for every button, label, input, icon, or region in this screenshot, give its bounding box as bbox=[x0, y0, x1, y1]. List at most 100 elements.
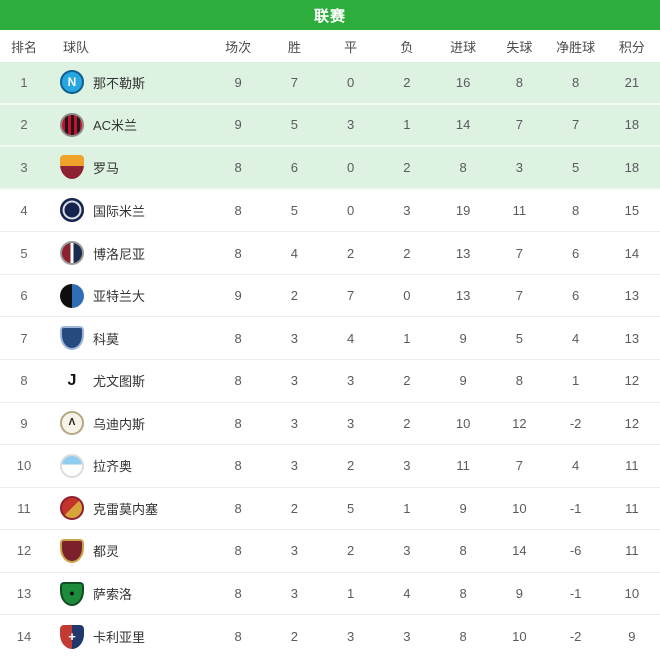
stat-gd: -1 bbox=[569, 586, 582, 602]
table-row[interactable]: 12 都灵 8 3 2 3 8 14 -6 11 bbox=[0, 530, 660, 573]
stat-played: 8 bbox=[234, 458, 242, 474]
stat-gf: 8 bbox=[459, 543, 467, 559]
team-cell: 科莫 bbox=[48, 326, 210, 351]
stat-gf: 11 bbox=[456, 458, 470, 474]
stat-gf: 19 bbox=[455, 202, 471, 218]
rank-value: 10 bbox=[16, 458, 32, 474]
stat-loss: 3 bbox=[403, 629, 411, 645]
ac-milan-badge-icon bbox=[60, 112, 84, 137]
stat-loss: 0 bbox=[403, 288, 411, 304]
team-name: 卡利亚里 bbox=[93, 630, 146, 646]
stat-pts: 13 bbox=[624, 330, 640, 346]
stat-gf: 8 bbox=[459, 586, 467, 602]
rank-value: 9 bbox=[20, 415, 28, 431]
stat-draw: 5 bbox=[347, 500, 355, 516]
stat-win: 3 bbox=[290, 415, 298, 431]
stat-played: 8 bbox=[234, 159, 242, 175]
rank-value: 12 bbox=[16, 543, 32, 559]
table-row[interactable]: 3 罗马 8 6 0 2 8 3 5 18 bbox=[0, 147, 660, 190]
stat-gd: -1 bbox=[569, 500, 582, 516]
stat-gd: 7 bbox=[572, 117, 580, 133]
standings-rows: 1 N 那不勒斯 9 7 0 2 16 8 8 21 2 AC米兰 9 5 3 1 14 7 7 18 3 罗马 8 6 0 2 8 3… bbox=[0, 62, 660, 658]
table-row[interactable]: 8 J 尤文图斯 8 3 3 2 9 8 1 12 bbox=[0, 359, 660, 403]
table-row[interactable]: 11 克雷莫内塞 8 2 5 1 9 10 -1 11 bbox=[0, 487, 660, 531]
cremonese-badge-icon bbox=[60, 496, 84, 521]
stat-ga: 8 bbox=[515, 373, 523, 389]
team-name: 国际米兰 bbox=[93, 203, 146, 219]
column-header-win: 胜 bbox=[287, 39, 301, 55]
juventus-badge-icon: J bbox=[60, 368, 84, 393]
column-header-played: 场次 bbox=[225, 39, 252, 55]
column-header-team: 球队 bbox=[63, 39, 90, 55]
roma-badge-icon bbox=[60, 155, 84, 180]
table-row[interactable]: 6 亚特兰大 9 2 7 0 13 7 6 13 bbox=[0, 274, 660, 318]
cagliari-badge-icon: + bbox=[60, 624, 84, 649]
rank-value: 2 bbox=[20, 117, 28, 133]
team-name: AC米兰 bbox=[93, 118, 138, 134]
team-name: 拉齐奥 bbox=[93, 459, 133, 475]
stat-draw: 0 bbox=[347, 159, 355, 175]
team-name: 博洛尼亚 bbox=[93, 246, 146, 262]
rank-value: 3 bbox=[20, 159, 28, 175]
table-row[interactable]: 5 博洛尼亚 8 4 2 2 13 7 6 14 bbox=[0, 232, 660, 275]
stat-gf: 9 bbox=[459, 500, 467, 516]
team-name: 萨索洛 bbox=[93, 587, 133, 603]
stat-played: 8 bbox=[234, 202, 242, 218]
stat-loss: 2 bbox=[403, 415, 411, 431]
table-row[interactable]: 7 科莫 8 3 4 1 9 5 4 13 bbox=[0, 317, 660, 360]
stat-win: 3 bbox=[290, 543, 298, 559]
column-header-pts: 积分 bbox=[618, 39, 645, 55]
team-name: 都灵 bbox=[93, 544, 120, 560]
stat-ga: 14 bbox=[512, 543, 527, 559]
bologna-badge-icon bbox=[60, 241, 84, 266]
stat-ga: 9 bbox=[515, 586, 523, 602]
table-row[interactable]: 14 + 卡利亚里 8 2 3 3 8 10 -2 9 bbox=[0, 615, 660, 658]
team-name: 那不勒斯 bbox=[93, 75, 146, 91]
table-row[interactable]: 13 ● 萨索洛 8 3 1 4 8 9 -1 10 bbox=[0, 572, 660, 616]
column-header-gd: 净胜球 bbox=[556, 39, 596, 55]
stat-win: 5 bbox=[290, 117, 298, 133]
stat-ga: 5 bbox=[515, 330, 523, 346]
stat-pts: 12 bbox=[624, 373, 640, 389]
stat-pts: 10 bbox=[624, 586, 640, 602]
stat-ga: 10 bbox=[512, 500, 527, 516]
stat-gf: 9 bbox=[459, 330, 467, 346]
team-name: 乌迪内斯 bbox=[93, 416, 146, 432]
rank-value: 6 bbox=[20, 288, 28, 304]
stat-played: 9 bbox=[234, 288, 242, 304]
table-row[interactable]: 1 N 那不勒斯 9 7 0 2 16 8 8 21 bbox=[0, 62, 660, 105]
rank-value: 13 bbox=[16, 586, 32, 602]
stat-loss: 2 bbox=[403, 373, 411, 389]
inter-milan-badge-icon bbox=[60, 198, 84, 223]
table-row[interactable]: 10 拉齐奥 8 3 2 3 11 7 4 11 bbox=[0, 445, 660, 488]
stat-pts: 18 bbox=[624, 117, 640, 133]
stat-draw: 3 bbox=[347, 373, 355, 389]
team-cell: 国际米兰 bbox=[48, 198, 210, 223]
team-name: 科莫 bbox=[93, 331, 120, 347]
table-row[interactable]: 9 Λ 乌迪内斯 8 3 3 2 10 12 -2 12 bbox=[0, 402, 660, 446]
stat-loss: 2 bbox=[403, 74, 411, 90]
stat-loss: 1 bbox=[403, 330, 411, 346]
table-row[interactable]: 4 国际米兰 8 5 0 3 19 11 8 15 bbox=[0, 189, 660, 233]
team-cell: + 卡利亚里 bbox=[48, 624, 210, 649]
stat-played: 8 bbox=[234, 245, 242, 261]
column-header-row: 排名 球队 场次 胜 平 负 进球 失球 净胜球 积分 bbox=[0, 30, 660, 62]
rank-value: 7 bbox=[20, 330, 28, 346]
team-cell: 克雷莫内塞 bbox=[48, 496, 210, 521]
table-row[interactable]: 2 AC米兰 9 5 3 1 14 7 7 18 bbox=[0, 104, 660, 148]
stat-gd: -2 bbox=[569, 629, 582, 645]
stat-gf: 8 bbox=[459, 159, 467, 175]
stat-gf: 13 bbox=[455, 245, 471, 261]
stat-win: 3 bbox=[290, 373, 298, 389]
stat-pts: 11 bbox=[625, 458, 639, 474]
stat-gd: 8 bbox=[572, 202, 580, 218]
team-cell: AC米兰 bbox=[48, 112, 210, 137]
stat-pts: 21 bbox=[624, 74, 640, 90]
stat-draw: 4 bbox=[347, 330, 355, 346]
league-header: 联赛 bbox=[0, 0, 660, 30]
stat-gf: 14 bbox=[455, 117, 471, 133]
stat-loss: 3 bbox=[403, 543, 411, 559]
column-header-ga: 失球 bbox=[506, 39, 533, 55]
stat-win: 3 bbox=[290, 330, 298, 346]
